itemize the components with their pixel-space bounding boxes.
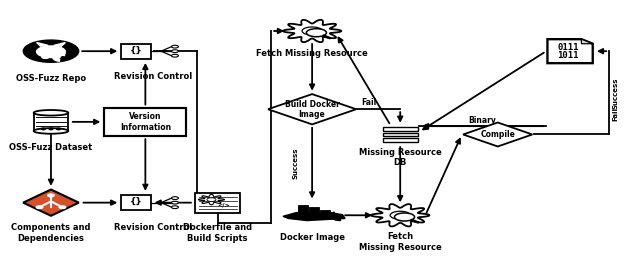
Circle shape	[307, 29, 326, 37]
Text: Docker Image: Docker Image	[280, 233, 344, 242]
Circle shape	[172, 45, 179, 48]
Text: Fetch Missing Resource: Fetch Missing Resource	[256, 49, 368, 58]
Polygon shape	[268, 94, 356, 124]
Text: Revision Control: Revision Control	[115, 223, 193, 232]
Text: Compile: Compile	[480, 130, 515, 139]
Circle shape	[390, 211, 410, 219]
Ellipse shape	[34, 110, 68, 116]
FancyBboxPatch shape	[34, 113, 68, 131]
Circle shape	[207, 198, 216, 201]
Polygon shape	[547, 39, 593, 63]
Circle shape	[36, 46, 65, 58]
Circle shape	[42, 56, 49, 58]
Text: OSS-Fuzz Dataset: OSS-Fuzz Dataset	[10, 143, 93, 152]
Text: {}: {}	[129, 46, 142, 55]
Polygon shape	[463, 123, 532, 146]
FancyBboxPatch shape	[383, 138, 417, 142]
Polygon shape	[371, 204, 429, 226]
Circle shape	[57, 128, 60, 130]
Circle shape	[172, 54, 179, 57]
Polygon shape	[283, 213, 345, 221]
Circle shape	[172, 206, 179, 209]
Text: Binary: Binary	[468, 116, 497, 125]
Polygon shape	[198, 194, 225, 205]
Text: OSS-Fuzz Repo: OSS-Fuzz Repo	[16, 74, 86, 83]
Polygon shape	[581, 39, 593, 44]
Text: </>: </>	[218, 203, 230, 208]
Circle shape	[172, 50, 179, 53]
FancyBboxPatch shape	[383, 133, 417, 136]
FancyBboxPatch shape	[104, 108, 186, 136]
Circle shape	[172, 201, 179, 204]
FancyBboxPatch shape	[383, 127, 417, 131]
Circle shape	[394, 213, 415, 221]
Circle shape	[48, 194, 54, 197]
Polygon shape	[283, 20, 341, 42]
Text: Fail: Fail	[612, 106, 618, 121]
Circle shape	[53, 56, 60, 58]
Circle shape	[36, 206, 43, 208]
FancyBboxPatch shape	[308, 210, 319, 212]
Circle shape	[172, 197, 179, 199]
FancyBboxPatch shape	[121, 44, 151, 59]
FancyBboxPatch shape	[308, 207, 319, 210]
Circle shape	[42, 128, 45, 130]
Polygon shape	[23, 189, 79, 216]
Circle shape	[302, 27, 322, 35]
FancyBboxPatch shape	[195, 192, 241, 213]
Text: {}: {}	[129, 197, 142, 206]
Text: Fetch
Missing Resource: Fetch Missing Resource	[359, 232, 442, 252]
FancyBboxPatch shape	[298, 210, 308, 212]
Text: 1011: 1011	[557, 51, 579, 60]
Circle shape	[49, 128, 53, 130]
Polygon shape	[54, 42, 65, 46]
Text: Success: Success	[292, 147, 298, 179]
Text: Dockerfile and
Build Scripts: Dockerfile and Build Scripts	[183, 223, 252, 243]
Text: Version
Information: Version Information	[120, 112, 171, 132]
Text: 0111: 0111	[557, 43, 579, 52]
FancyBboxPatch shape	[121, 195, 151, 210]
Text: Success: Success	[612, 77, 618, 109]
Text: Components and
Dependencies: Components and Dependencies	[12, 223, 91, 243]
Polygon shape	[36, 42, 48, 46]
Text: Revision Control: Revision Control	[115, 72, 193, 81]
Circle shape	[23, 40, 79, 62]
Text: Build Docker
Image: Build Docker Image	[285, 99, 340, 119]
FancyBboxPatch shape	[298, 205, 308, 208]
Text: Missing Resource
DB: Missing Resource DB	[359, 148, 442, 167]
FancyBboxPatch shape	[298, 207, 308, 210]
Circle shape	[59, 206, 66, 208]
Text: Fail: Fail	[362, 98, 377, 107]
Ellipse shape	[34, 128, 68, 134]
FancyBboxPatch shape	[320, 210, 330, 212]
